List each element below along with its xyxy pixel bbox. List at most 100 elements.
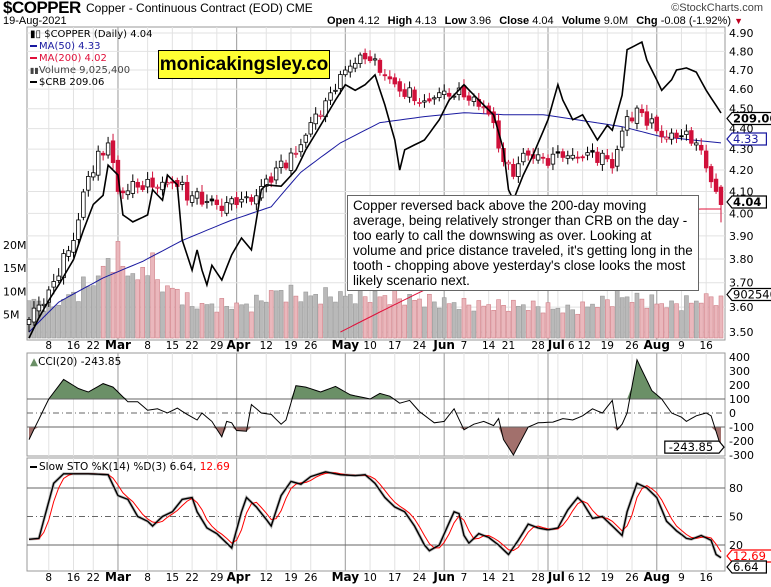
candle-body — [76, 219, 81, 240]
legend-crb: $CRB 209.06 — [30, 77, 104, 89]
volume-bar — [229, 308, 234, 339]
crb-tag: 209.06 — [733, 112, 771, 126]
candle-body — [615, 149, 620, 167]
candle-body — [86, 176, 91, 191]
volume-bar — [288, 284, 294, 339]
candle-body — [674, 132, 679, 139]
candle-body — [318, 114, 323, 117]
volume-bar — [619, 297, 625, 339]
x-axis-label: Aug — [644, 338, 670, 352]
candle-body — [417, 102, 422, 104]
volume-bar — [293, 295, 299, 339]
close-tag-box — [726, 195, 767, 209]
candle-body — [446, 92, 452, 97]
x-axis-label: 24 — [413, 572, 427, 584]
volume-bar — [343, 295, 348, 339]
volume-bar — [624, 296, 630, 339]
x-axis-label: Jul — [547, 338, 565, 352]
volume-bar — [377, 296, 383, 339]
x-axis-label: 10 — [363, 340, 376, 352]
volume-bar — [367, 302, 373, 339]
x-axis-label: 8 — [144, 572, 151, 584]
volume-bar — [639, 298, 645, 339]
volume-bar — [446, 303, 452, 339]
candle-body — [407, 87, 412, 98]
sto-d-tag: 12.69 — [733, 549, 766, 563]
x-axis-label: Mar — [105, 338, 131, 352]
volume-bar — [669, 300, 674, 339]
sto-k-tag: 6.64 — [733, 560, 759, 574]
volume-bar — [456, 309, 462, 339]
candle-body — [372, 58, 378, 61]
sto-axis-label: 50 — [729, 511, 743, 524]
candle-body — [66, 250, 71, 257]
price-axis-label: 4.60 — [729, 83, 754, 96]
x-axis-label: 19 — [284, 340, 297, 352]
open-value: 4.12 — [358, 15, 380, 27]
sto-axis-label: 80 — [729, 482, 743, 495]
volume-bar — [357, 287, 363, 339]
volume-bar — [56, 304, 61, 339]
candle-body — [278, 160, 284, 169]
price-axis-label: 3.70 — [729, 277, 754, 290]
candle-body — [402, 89, 407, 97]
candle-body — [249, 197, 254, 202]
annotation-box: Copper reversed back above the 200-day m… — [347, 195, 699, 291]
candle-body — [71, 240, 76, 253]
candle-body — [100, 152, 106, 156]
volume-bar — [184, 292, 190, 339]
x-axis-label: 12 — [260, 572, 273, 584]
volume-bar — [525, 310, 531, 339]
cci-axis-label: 300 — [729, 365, 750, 378]
volume-bar — [679, 310, 684, 339]
candle-body — [244, 196, 249, 199]
x-axis-label: 21 — [502, 340, 515, 352]
candle-body — [125, 190, 131, 196]
x-axis-label: 8 — [144, 340, 151, 352]
volume-bar — [328, 296, 333, 339]
cci-tag-box — [664, 440, 725, 454]
cci-axis-label: -200 — [729, 435, 754, 448]
candle-body — [26, 319, 32, 325]
cci-label: ▲CCI(20) -243.85 — [30, 356, 121, 369]
candle-body — [110, 140, 116, 163]
x-axis-label: 19 — [601, 572, 614, 584]
x-axis-label: 28 — [531, 340, 544, 352]
volume-bar — [90, 285, 96, 339]
candle-body — [96, 150, 101, 176]
x-axis-label: 7 — [461, 572, 468, 584]
volume-value: 9.0M — [603, 15, 629, 27]
x-axis-label: 16 — [700, 572, 714, 584]
candle-body — [718, 186, 724, 205]
legend-crb-text: $CRB 209.06 — [39, 77, 105, 88]
watermark-box: monicakingsley.co — [158, 50, 330, 79]
price-axis-label: 3.60 — [729, 301, 754, 314]
candle-body — [199, 191, 205, 205]
volume-bar — [614, 289, 620, 339]
candle-body — [580, 156, 585, 159]
volume-bar — [427, 293, 432, 339]
candle-body — [649, 118, 654, 124]
volume-bar — [259, 300, 264, 339]
volume-bar — [496, 299, 501, 339]
candle-body — [521, 152, 526, 163]
volume-bar — [407, 294, 412, 339]
candle-body — [634, 107, 640, 124]
ma200-swatch — [30, 57, 37, 59]
legend-main: ▮▯ $COPPER (Daily) 4.04 — [30, 29, 152, 41]
candle-body — [575, 156, 580, 159]
volume-bar — [535, 306, 541, 339]
candle-body — [471, 96, 477, 102]
candle-body — [264, 178, 269, 187]
volume-bar — [451, 302, 457, 339]
volume-bar — [382, 295, 388, 339]
volume-bar — [664, 307, 669, 339]
candle-body — [679, 135, 684, 138]
x-axis-label: 6 — [568, 340, 575, 352]
x-axis-label: 7 — [461, 340, 468, 352]
legend-main-text: $COPPER (Daily) 4.04 — [44, 29, 153, 40]
volume-bar — [412, 299, 417, 339]
brand-link[interactable]: ©StockCharts.com — [671, 2, 763, 14]
x-axis-label: 15 — [166, 572, 179, 584]
